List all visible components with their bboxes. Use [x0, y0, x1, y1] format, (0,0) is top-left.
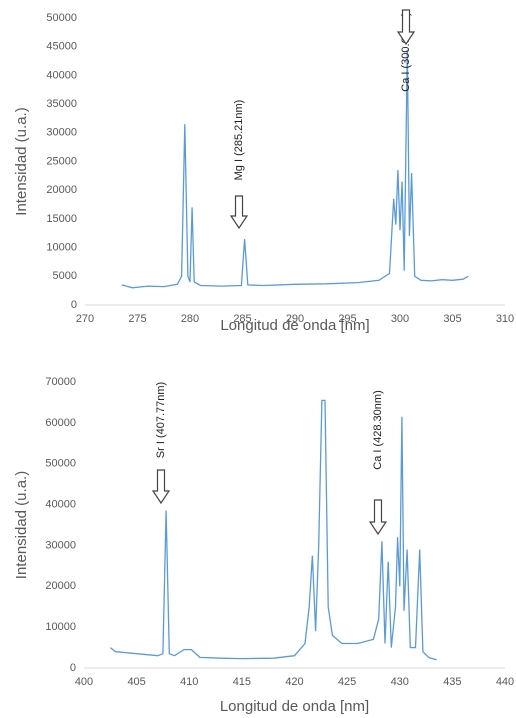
- x-tick-label: 305: [443, 313, 461, 325]
- x-tick-label: 435: [443, 676, 461, 688]
- y-tick-label: 10000: [46, 242, 77, 254]
- y-tick-label: 45000: [46, 41, 77, 53]
- y-tick-label: 0: [70, 662, 76, 674]
- y-tick-label: 40000: [45, 498, 76, 510]
- x-tick-label: 270: [76, 313, 94, 325]
- x-axis-title: Longitud de onda [nm]: [220, 317, 369, 334]
- y-tick-label: 0: [71, 299, 77, 311]
- y-tick-label: 25000: [46, 155, 77, 167]
- y-tick-label: 40000: [46, 69, 77, 81]
- y-tick-label: 30000: [45, 539, 76, 551]
- x-tick-label: 410: [180, 676, 198, 688]
- x-tick-label: 275: [128, 313, 146, 325]
- y-tick-label: 50000: [46, 12, 77, 24]
- y-tick-label: 50000: [45, 458, 76, 470]
- y-tick-label: 35000: [46, 98, 77, 110]
- annotation: Mg I (285.21nm): [233, 100, 245, 181]
- x-axis-title: Longitud de onda [nm]: [220, 698, 369, 715]
- x-tick-label: 400: [75, 676, 93, 688]
- y-tick-label: 5000: [53, 270, 77, 282]
- x-tick-label: 420: [285, 676, 303, 688]
- x-tick-label: 285: [233, 313, 251, 325]
- x-tick-label: 290: [286, 313, 304, 325]
- y-axis-title: Intensidad (u.a.): [13, 107, 30, 215]
- annotation-arrow: [229, 195, 249, 230]
- y-tick-label: 15000: [46, 213, 77, 225]
- y-tick-label: 10000: [45, 621, 76, 633]
- y-tick-label: 20000: [46, 184, 77, 196]
- x-tick-label: 300: [391, 313, 409, 325]
- x-tick-label: 405: [127, 676, 145, 688]
- annotation-arrow: [151, 469, 171, 505]
- y-axis-title: Intensidad (u.a.): [13, 471, 30, 579]
- x-tick-label: 280: [181, 313, 199, 325]
- annotation-arrow: [396, 9, 416, 46]
- x-tick-label: 310: [496, 313, 514, 325]
- x-tick-label: 415: [233, 676, 251, 688]
- x-tick-label: 295: [338, 313, 356, 325]
- annotation: Ca I (428.30nm): [372, 390, 384, 469]
- annotation: Sr I (407.77nm): [155, 382, 167, 458]
- y-tick-label: 70000: [45, 376, 76, 388]
- spectrum-line: [121, 49, 469, 289]
- y-tick-label: 60000: [45, 417, 76, 429]
- x-tick-label: 425: [338, 676, 356, 688]
- spectrum-line: [109, 399, 437, 661]
- x-tick-label: 440: [496, 676, 514, 688]
- y-tick-label: 30000: [46, 127, 77, 139]
- y-tick-label: 20000: [45, 580, 76, 592]
- x-tick-label: 430: [391, 676, 409, 688]
- annotation-arrow: [368, 499, 388, 536]
